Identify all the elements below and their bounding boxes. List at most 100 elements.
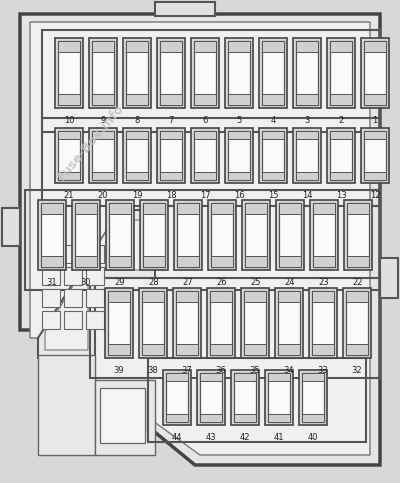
Bar [344, 200, 372, 270]
Bar [110, 392, 145, 432]
Bar [244, 344, 266, 355]
Bar [176, 291, 198, 355]
Text: 21: 21 [64, 191, 74, 200]
Text: 20: 20 [98, 191, 108, 200]
Bar [92, 41, 114, 105]
Bar [55, 128, 83, 183]
Bar [108, 344, 130, 355]
Bar [364, 41, 386, 105]
Text: 23: 23 [319, 278, 329, 287]
Bar [41, 256, 63, 267]
Bar [194, 131, 216, 180]
Polygon shape [95, 380, 155, 455]
Text: 27: 27 [183, 278, 193, 287]
Bar [143, 203, 165, 267]
Bar [75, 203, 97, 267]
Text: 28: 28 [149, 278, 159, 287]
Bar [347, 203, 369, 214]
Bar [245, 203, 267, 267]
Bar [279, 203, 301, 267]
Text: 9: 9 [100, 116, 106, 125]
Bar [100, 388, 145, 443]
Bar [330, 94, 352, 105]
Bar [160, 172, 182, 180]
Bar [327, 38, 355, 108]
Bar [278, 291, 300, 355]
Bar [163, 370, 191, 425]
Text: 34: 34 [284, 366, 294, 375]
Bar [312, 344, 334, 355]
Bar [279, 203, 301, 214]
Bar [41, 203, 63, 214]
Bar [106, 200, 134, 270]
Bar [313, 256, 335, 267]
Bar [361, 128, 389, 183]
Bar [105, 288, 133, 358]
Text: 32: 32 [352, 366, 362, 375]
Bar [343, 288, 371, 358]
Bar [123, 128, 151, 183]
Bar [364, 94, 386, 105]
Text: 13: 13 [336, 191, 346, 200]
Bar [210, 291, 232, 302]
Bar [208, 200, 236, 270]
Text: 10: 10 [64, 116, 74, 125]
Bar [313, 203, 335, 214]
Text: 22: 22 [353, 278, 363, 287]
Bar [108, 291, 130, 302]
Bar [92, 131, 114, 180]
Bar [299, 370, 327, 425]
Bar [58, 172, 80, 180]
Bar [296, 41, 318, 105]
Bar [361, 38, 389, 108]
Text: 36: 36 [216, 366, 226, 375]
Bar [86, 245, 104, 263]
Text: 5: 5 [236, 116, 242, 125]
Bar [86, 289, 104, 307]
Bar [330, 41, 352, 52]
Bar [244, 291, 266, 302]
Bar [160, 41, 182, 105]
Bar [244, 291, 266, 355]
Bar [166, 373, 188, 381]
Bar [364, 131, 386, 139]
Bar [160, 131, 182, 139]
Bar [259, 38, 287, 108]
Bar [92, 41, 114, 52]
Bar [42, 289, 60, 307]
Bar [234, 414, 256, 422]
Bar [347, 203, 369, 267]
Text: 24: 24 [285, 278, 295, 287]
Text: 15: 15 [268, 191, 278, 200]
Bar [126, 131, 148, 180]
Bar [25, 190, 380, 290]
Bar [86, 267, 104, 285]
Bar [194, 41, 216, 105]
Bar [276, 200, 304, 270]
Bar [108, 291, 130, 355]
Bar [330, 131, 352, 180]
Polygon shape [45, 220, 145, 350]
Bar [309, 288, 337, 358]
Bar [296, 131, 318, 139]
Bar [177, 256, 199, 267]
Text: 37: 37 [182, 366, 192, 375]
Bar [347, 256, 369, 267]
Bar [176, 291, 198, 302]
Bar [268, 414, 290, 422]
Bar [262, 41, 284, 52]
Bar [58, 94, 80, 105]
Bar [142, 291, 164, 355]
Bar [265, 370, 293, 425]
Bar [58, 41, 80, 52]
Bar [157, 38, 185, 108]
Text: 4: 4 [270, 116, 276, 125]
Bar [160, 94, 182, 105]
Bar [346, 344, 368, 355]
Bar [109, 203, 131, 214]
Bar [262, 131, 284, 139]
Bar [194, 41, 216, 52]
Bar [64, 245, 82, 263]
Bar [262, 131, 284, 180]
Bar [75, 256, 97, 267]
